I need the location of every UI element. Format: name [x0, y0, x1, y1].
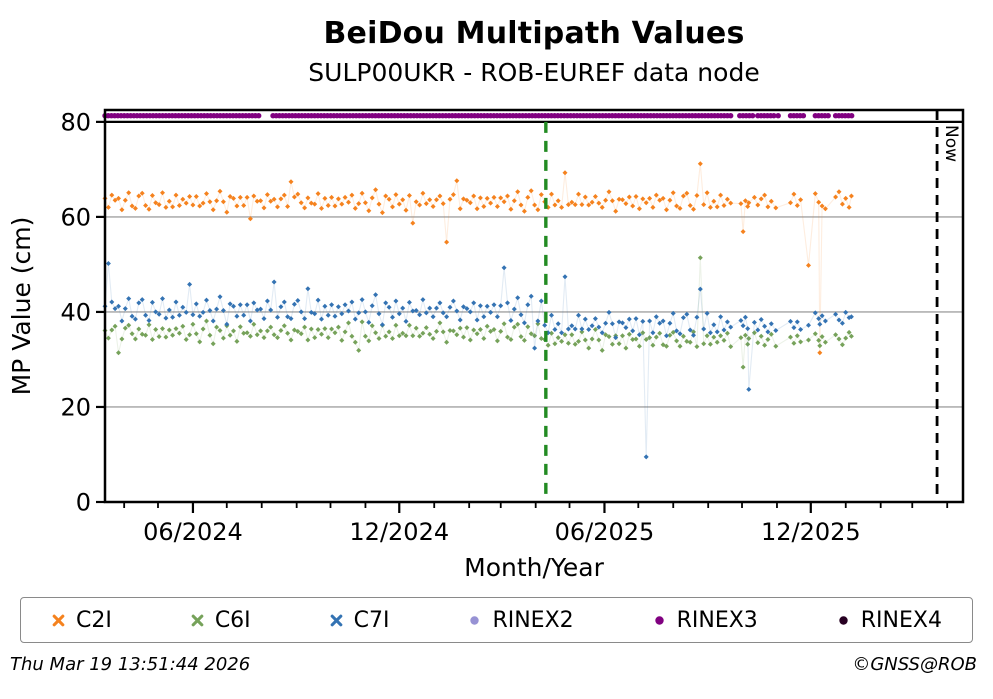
- dot-marker-icon: [470, 615, 480, 625]
- legend-item-label: C6I: [214, 607, 251, 633]
- y-tick-label: 0: [76, 488, 91, 516]
- copyright-label: ©GNSS@ROB: [852, 654, 977, 675]
- x-tick-label: 12/2025: [761, 518, 861, 546]
- series-points-c6i: [102, 255, 854, 370]
- dot-marker-icon: [839, 615, 848, 625]
- y-tick-label: 40: [60, 298, 91, 326]
- x-axis-label: Month/Year: [464, 553, 604, 582]
- x-tick-label: 06/2025: [555, 518, 655, 546]
- legend: C2I C6I C7I RINEX2 RINEX3 RINEX4: [20, 597, 973, 643]
- x-tick-label: 12/2024: [349, 518, 449, 546]
- scatter-plot: Now 0 20 40 60 80 06/2024 12/2024 06/2025 12/2025…: [7, 108, 965, 582]
- series-points-c7i: [102, 261, 854, 460]
- now-label: Now: [941, 125, 961, 162]
- series-points-c2i: [102, 161, 854, 356]
- legend-item-c2i: C2I: [51, 608, 112, 633]
- y-axis-label: MP Value (cm): [7, 217, 36, 396]
- series-line-c2i: [104, 163, 852, 353]
- dot-marker-icon: [654, 615, 664, 625]
- legend-item-label: C7I: [353, 607, 390, 633]
- series-line-c7i: [104, 263, 852, 457]
- y-tick-label: 20: [60, 393, 91, 421]
- chart-subtitle: SULP00UKR - ROB-EUREF data node: [308, 58, 760, 87]
- x-tick-label: 06/2024: [143, 518, 243, 546]
- plot-border: [103, 108, 965, 504]
- legend-item-rinex3: RINEX3: [652, 608, 758, 633]
- x-marker-icon: [52, 614, 65, 626]
- chart-title: BeiDou Multipath Values: [323, 16, 745, 51]
- legend-item-c6i: C6I: [190, 608, 251, 633]
- x-marker-icon: [191, 614, 204, 626]
- y-tick-label: 80: [60, 108, 91, 136]
- legend-item-label: C2I: [76, 607, 112, 633]
- chart-area: Now 0 20 40 60 80 06/2024 12/2024 06/2025 12/2025…: [0, 95, 993, 590]
- legend-item-c7i: C7I: [329, 607, 390, 633]
- x-marker-icon: [330, 614, 342, 626]
- legend-item-rinex4: RINEX4: [836, 608, 942, 633]
- series-line-c6i: [104, 257, 852, 368]
- plot-timestamp: Thu Mar 19 13:51:44 2026: [10, 654, 251, 675]
- legend-item-rinex2: RINEX2: [467, 607, 574, 633]
- legend-item-label: RINEX3: [676, 607, 758, 633]
- legend-item-label: RINEX4: [860, 607, 942, 633]
- y-tick-label: 60: [60, 203, 91, 231]
- legend-item-label: RINEX2: [492, 607, 574, 633]
